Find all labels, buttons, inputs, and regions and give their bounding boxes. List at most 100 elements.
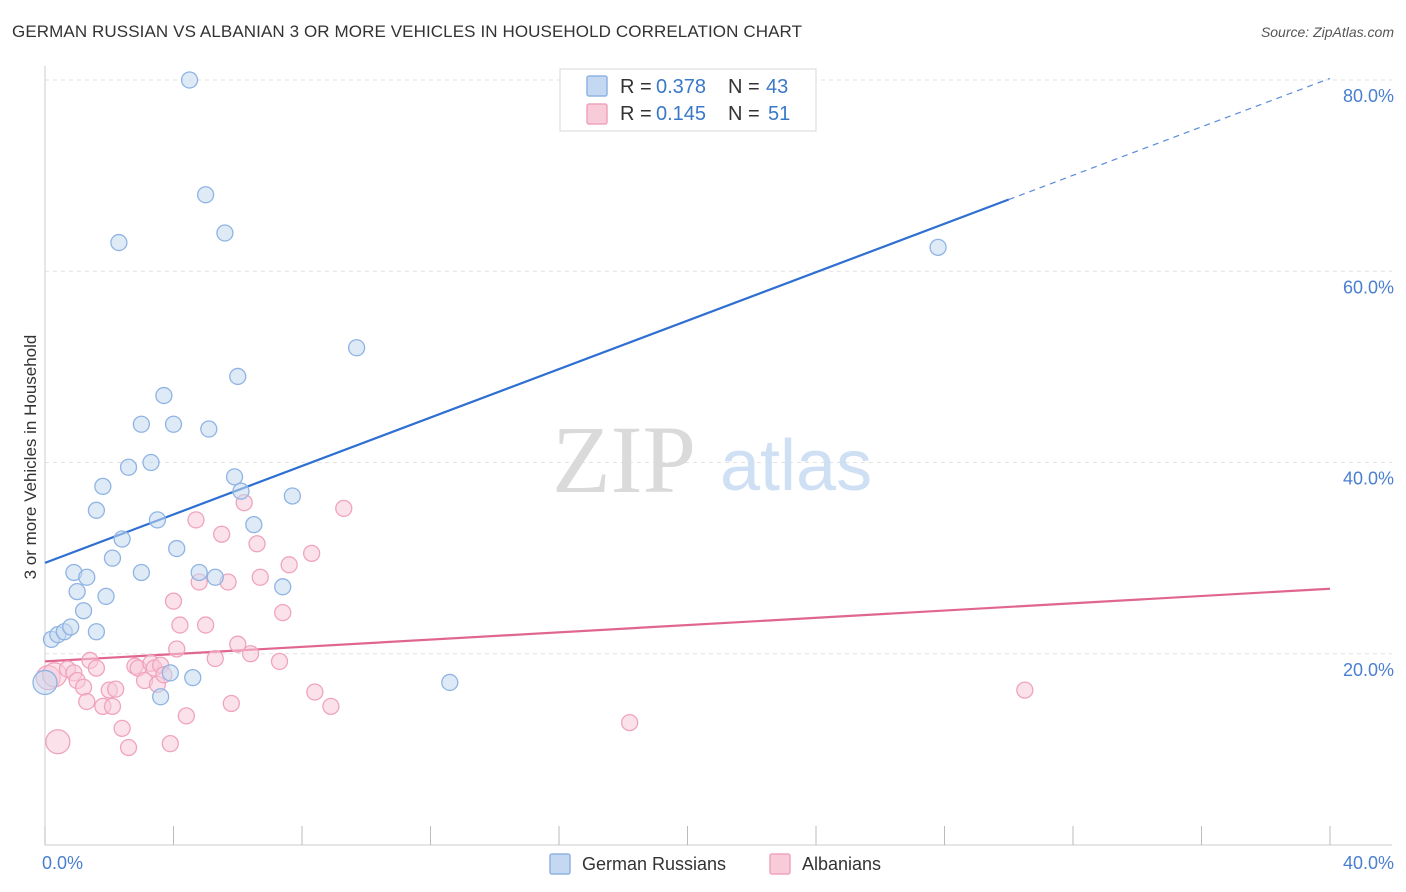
point-german-russians-23	[168, 539, 186, 558]
point-german-russians-28	[184, 669, 202, 687]
point-german-russians-38	[283, 487, 302, 505]
chart-title: GERMAN RUSSIAN VS ALBANIAN 3 OR MORE VEH…	[12, 22, 803, 41]
point-german-russians-22	[164, 415, 183, 433]
point-german-russians-19	[142, 453, 160, 472]
point-albanians-40	[251, 568, 269, 586]
point-albanians-27	[171, 616, 189, 634]
point-german-russians-16	[119, 458, 138, 476]
point-albanians-42	[274, 603, 292, 622]
point-german-russians-14	[110, 233, 128, 252]
point-german-russians-41	[929, 238, 947, 256]
point-albanians-24	[161, 734, 179, 753]
legend-r-label-1: R =	[620, 76, 652, 98]
point-german-russians-34	[229, 367, 247, 386]
point-albanians-35	[222, 694, 240, 713]
trend-lines	[44, 77, 1331, 663]
point-albanians-33	[213, 525, 231, 543]
point-albanians-26	[168, 640, 186, 658]
point-albanians-44	[302, 544, 321, 562]
point-german-russians-4	[62, 618, 80, 636]
legend-box: R = 0.378 N = 43 R = 0.145 N = 51	[559, 68, 817, 132]
point-german-russians-37	[274, 578, 292, 596]
point-albanians-38	[241, 645, 260, 663]
point-german-russians-26	[180, 71, 199, 89]
point-german-russians-40	[441, 673, 459, 692]
legend-swatch-albanians	[586, 103, 608, 125]
point-albanians-41	[270, 652, 289, 671]
legend-r-label-2: R =	[620, 103, 652, 125]
point-albanians-43	[280, 556, 298, 574]
point-german-russians-9	[87, 623, 106, 641]
x-tick-label-min: 0.0%	[42, 853, 83, 873]
point-german-russians-7	[78, 568, 96, 586]
data-points	[32, 71, 1034, 757]
legend-n-value-1: 43	[766, 76, 788, 98]
y-tick-label-60: 60.0%	[1343, 277, 1394, 297]
point-albanians-49	[1016, 681, 1034, 699]
point-albanians-32	[206, 649, 224, 668]
point-albanians-31	[196, 616, 215, 634]
point-german-russians-35	[232, 482, 250, 500]
point-german-russians-29	[196, 186, 215, 204]
point-albanians-39	[248, 535, 266, 553]
point-albanians-2	[45, 729, 71, 755]
point-albanians-48	[621, 713, 639, 732]
trend-extension-german-russians	[1008, 77, 1331, 201]
source-label: Source: ZipAtlas.com	[1260, 24, 1394, 40]
point-german-russians-21	[155, 386, 173, 405]
point-german-russians-15	[113, 530, 131, 548]
point-albanians-47	[335, 499, 353, 518]
point-albanians-28	[177, 707, 196, 725]
point-german-russians-6	[68, 582, 86, 601]
x-tick-label-max: 40.0%	[1343, 853, 1394, 873]
legend-r-value-1: 0.378	[656, 76, 706, 98]
y-tick-labels: 20.0% 40.0% 60.0% 80.0%	[1343, 86, 1394, 680]
point-albanians-14	[113, 719, 131, 737]
bottom-legend: German Russians Albanians	[549, 853, 881, 875]
y-tick-label-40: 40.0%	[1343, 469, 1394, 489]
point-albanians-13	[103, 697, 122, 715]
point-german-russians-17	[132, 415, 151, 433]
point-german-russians-32	[216, 224, 234, 242]
point-albanians-9	[87, 659, 106, 677]
point-german-russians-20	[148, 511, 167, 529]
point-albanians-15	[119, 738, 138, 757]
legend-r-value-2: 0.145	[656, 103, 706, 125]
point-german-russians-13	[103, 549, 122, 567]
point-albanians-45	[306, 683, 324, 701]
point-german-russians-36	[245, 516, 263, 534]
point-albanians-7	[78, 692, 96, 711]
y-tick-label-80: 80.0%	[1343, 86, 1394, 106]
bottom-legend-swatch-german-russians	[549, 853, 571, 875]
point-german-russians-31	[206, 568, 224, 586]
legend-swatch-german-russians	[586, 75, 608, 97]
y-tick-label-20: 20.0%	[1343, 660, 1394, 680]
point-german-russians-0	[32, 669, 58, 696]
legend-n-label-1: N =	[728, 76, 760, 98]
trend-line-albanians	[44, 587, 1331, 663]
point-german-russians-12	[97, 587, 115, 606]
point-german-russians-18	[132, 563, 151, 582]
grid-lines	[45, 79, 1392, 655]
legend-n-label-2: N =	[728, 103, 760, 125]
axes	[44, 66, 1392, 846]
point-german-russians-10	[87, 501, 106, 519]
watermark-zip: ZIP	[552, 406, 696, 513]
bottom-legend-label-albanians: Albanians	[802, 854, 881, 874]
y-axis-title: 3 or more Vehicles in Household	[21, 335, 40, 580]
trend-line-german-russians	[44, 198, 1010, 564]
point-german-russians-25	[151, 688, 170, 706]
watermark: ZIP atlas	[552, 406, 872, 513]
point-german-russians-27	[190, 563, 208, 582]
legend-n-value-2: 51	[768, 103, 790, 125]
point-german-russians-24	[161, 664, 179, 682]
bottom-legend-swatch-albanians	[769, 853, 791, 875]
point-german-russians-30	[200, 420, 218, 438]
point-albanians-29	[187, 511, 205, 529]
point-albanians-46	[322, 697, 340, 715]
point-albanians-6	[74, 678, 93, 696]
point-german-russians-39	[347, 339, 366, 357]
point-german-russians-33	[225, 468, 244, 486]
point-albanians-36	[229, 635, 247, 653]
